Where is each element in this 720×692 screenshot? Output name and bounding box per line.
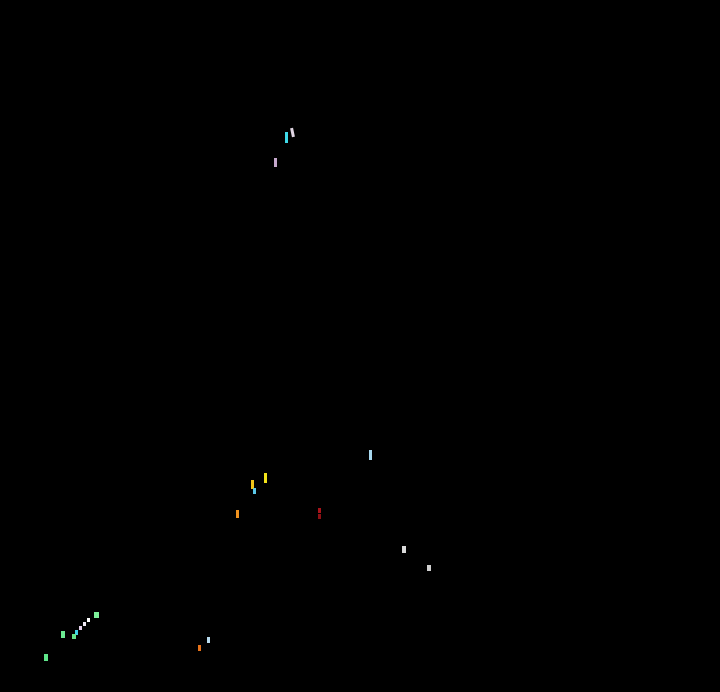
mark-cyan-diag xyxy=(75,630,78,635)
mark-yellow-left xyxy=(251,480,254,489)
mark-white-corner-right xyxy=(427,565,431,571)
mark-red-upper xyxy=(318,508,321,513)
mark-green-left-lower xyxy=(44,654,48,661)
mark-cyan-top xyxy=(285,132,288,143)
mark-orange-bottom xyxy=(198,645,201,651)
mark-white-diag-mid xyxy=(83,622,86,626)
mark-lightblue-bottom xyxy=(207,637,210,643)
mark-cyan-mid xyxy=(253,488,256,494)
mark-white-hook-right xyxy=(402,546,406,553)
mark-yellow-right xyxy=(264,473,267,483)
mark-white-diag-upper xyxy=(87,618,90,622)
mark-pink-top-lower xyxy=(274,158,277,167)
mark-red-lower xyxy=(318,514,321,519)
mark-lightblue-mid xyxy=(369,450,372,460)
mark-green-left-mid xyxy=(72,634,76,639)
mark-pink-diag xyxy=(79,626,82,630)
mark-green-diag-top xyxy=(94,612,99,618)
mark-white-pink-top xyxy=(290,127,295,138)
mark-orange-mid xyxy=(236,510,239,518)
mark-green-left-upper xyxy=(61,631,65,638)
